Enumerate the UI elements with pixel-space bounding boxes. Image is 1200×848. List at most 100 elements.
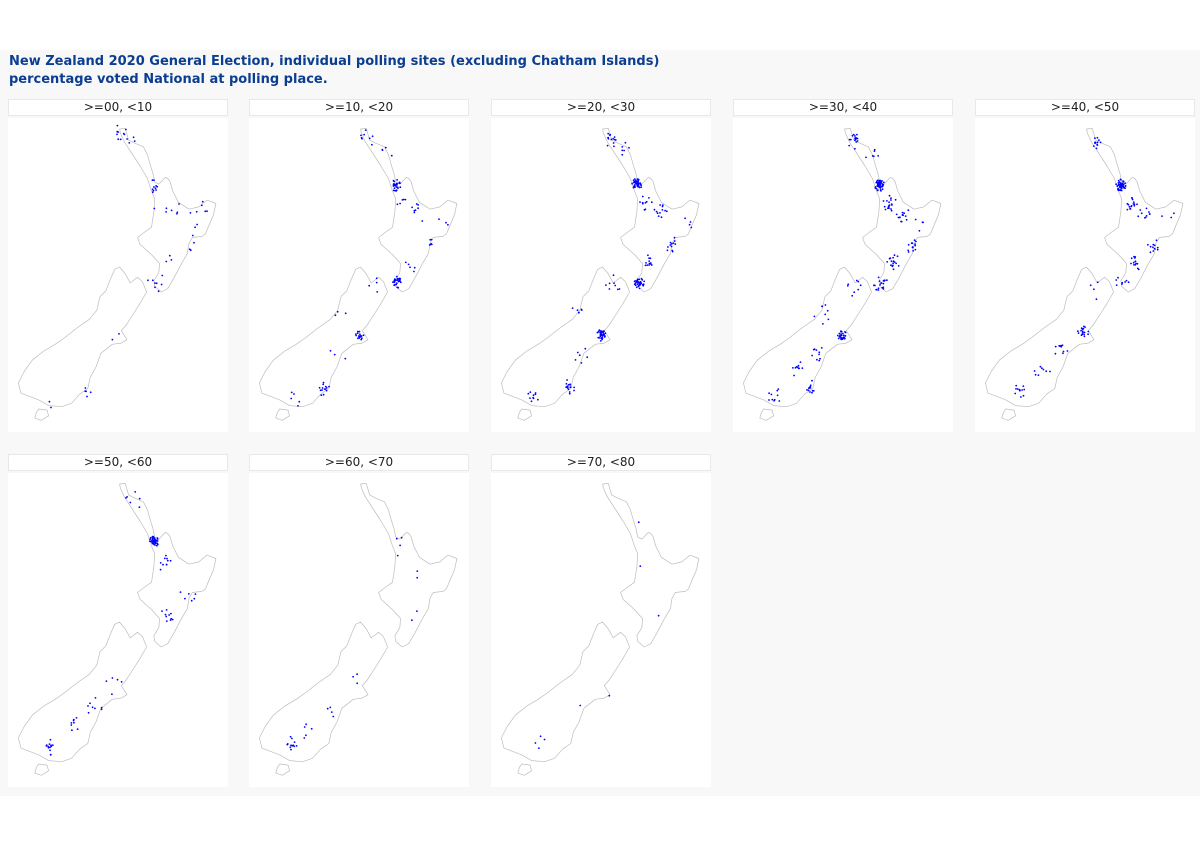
polling-site-point bbox=[826, 309, 829, 312]
polling-site-point bbox=[648, 262, 651, 265]
polling-site-point bbox=[648, 197, 650, 199]
polling-site-point bbox=[430, 243, 433, 246]
polling-site-point bbox=[636, 185, 639, 188]
polling-site-point bbox=[1161, 215, 1163, 217]
polling-site-point bbox=[628, 146, 630, 149]
polling-site-point bbox=[1125, 279, 1128, 282]
polling-site-point bbox=[1152, 246, 1154, 249]
polling-site-point bbox=[190, 599, 193, 602]
polling-site-point bbox=[293, 393, 295, 395]
polling-site-point bbox=[543, 738, 546, 741]
polling-site-point bbox=[907, 249, 910, 252]
polling-site-point bbox=[599, 335, 602, 338]
polling-site-point bbox=[1087, 330, 1090, 333]
polling-site-point bbox=[638, 287, 641, 290]
polling-site-point bbox=[193, 241, 195, 244]
polling-site-point bbox=[1054, 352, 1057, 355]
polling-site-point bbox=[153, 207, 156, 210]
new-zealand-map bbox=[18, 483, 217, 776]
polling-site-point bbox=[1120, 189, 1122, 191]
polling-site-point bbox=[1145, 207, 1148, 210]
polling-site-point bbox=[1149, 245, 1152, 248]
polling-site-point bbox=[796, 366, 799, 368]
polling-site-point bbox=[649, 262, 652, 264]
facet-panel: >=20, <30 bbox=[491, 99, 711, 432]
polling-site-point bbox=[133, 140, 136, 142]
polling-site-point bbox=[1170, 216, 1173, 219]
polling-site-point bbox=[154, 538, 156, 541]
polling-site-point bbox=[117, 131, 120, 133]
polling-site-point bbox=[1115, 284, 1118, 286]
polling-site-point bbox=[1022, 394, 1025, 397]
polling-site-point bbox=[295, 745, 298, 747]
polling-site-point bbox=[809, 391, 811, 393]
polling-site-point bbox=[1115, 183, 1117, 186]
polling-site-point bbox=[395, 186, 398, 188]
polling-site-point bbox=[624, 141, 627, 144]
polling-site-point bbox=[895, 262, 897, 265]
polling-site-point bbox=[890, 209, 893, 212]
polling-site-point bbox=[672, 242, 675, 244]
polling-site-point bbox=[650, 201, 653, 204]
polling-site-point bbox=[812, 390, 815, 392]
stewart-island-outline bbox=[517, 408, 532, 421]
polling-site-point bbox=[333, 353, 336, 356]
polling-site-point bbox=[1133, 264, 1135, 266]
polling-site-point bbox=[878, 183, 881, 186]
polling-site-point bbox=[1096, 136, 1099, 139]
polling-site-point bbox=[1083, 331, 1086, 334]
polling-site-point bbox=[1137, 215, 1140, 218]
polling-site-point bbox=[290, 391, 293, 394]
polling-site-point bbox=[1155, 239, 1158, 242]
polling-site-point bbox=[329, 350, 332, 352]
polling-site-point bbox=[1129, 208, 1132, 210]
polling-site-point bbox=[361, 137, 363, 140]
polling-site-point bbox=[322, 381, 325, 384]
polling-site-point bbox=[170, 209, 173, 212]
polling-site-point bbox=[642, 202, 644, 205]
polling-site-point bbox=[1117, 179, 1120, 182]
polling-site-point bbox=[612, 142, 615, 144]
polling-site-point bbox=[854, 135, 856, 137]
polling-site-point bbox=[1019, 389, 1021, 392]
polling-site-point bbox=[621, 149, 624, 152]
polling-site-point bbox=[635, 281, 638, 283]
polling-site-point bbox=[643, 209, 646, 211]
polling-site-point bbox=[859, 284, 862, 287]
polling-site-point bbox=[539, 735, 542, 738]
polling-site-point bbox=[1089, 284, 1092, 287]
polling-site-point bbox=[70, 724, 73, 726]
polling-site-point bbox=[888, 201, 890, 204]
polling-site-point bbox=[70, 722, 73, 724]
polling-site-point bbox=[84, 387, 87, 389]
polling-site-point bbox=[417, 207, 419, 210]
polling-site-point bbox=[877, 182, 880, 185]
polling-site-point bbox=[659, 204, 661, 206]
polling-site-point bbox=[597, 330, 600, 333]
polling-site-point bbox=[890, 197, 892, 200]
polling-site-point bbox=[165, 207, 168, 210]
polling-site-point bbox=[414, 209, 417, 212]
polling-site-point bbox=[842, 332, 844, 335]
polling-site-point bbox=[193, 597, 196, 600]
polling-site-point bbox=[854, 139, 856, 142]
polling-site-point bbox=[873, 284, 875, 287]
stewart-island-outline bbox=[275, 408, 290, 421]
polling-site-point bbox=[890, 199, 892, 201]
polling-site-point bbox=[799, 361, 802, 363]
polling-site-point bbox=[576, 351, 579, 354]
polling-site-point bbox=[840, 333, 842, 335]
polling-site-point bbox=[321, 387, 324, 389]
polling-site-point bbox=[637, 180, 640, 182]
polling-site-point bbox=[290, 397, 293, 400]
polling-site-point bbox=[1149, 251, 1152, 254]
polling-site-point bbox=[155, 544, 158, 547]
polling-site-point bbox=[1173, 212, 1175, 215]
south-island-outline bbox=[18, 266, 147, 408]
polling-site-point bbox=[321, 389, 323, 391]
polling-site-point bbox=[194, 593, 197, 595]
polling-site-point bbox=[356, 330, 359, 333]
polling-site-point bbox=[1080, 334, 1083, 337]
polling-site-point bbox=[793, 374, 795, 377]
map-area bbox=[8, 473, 228, 787]
